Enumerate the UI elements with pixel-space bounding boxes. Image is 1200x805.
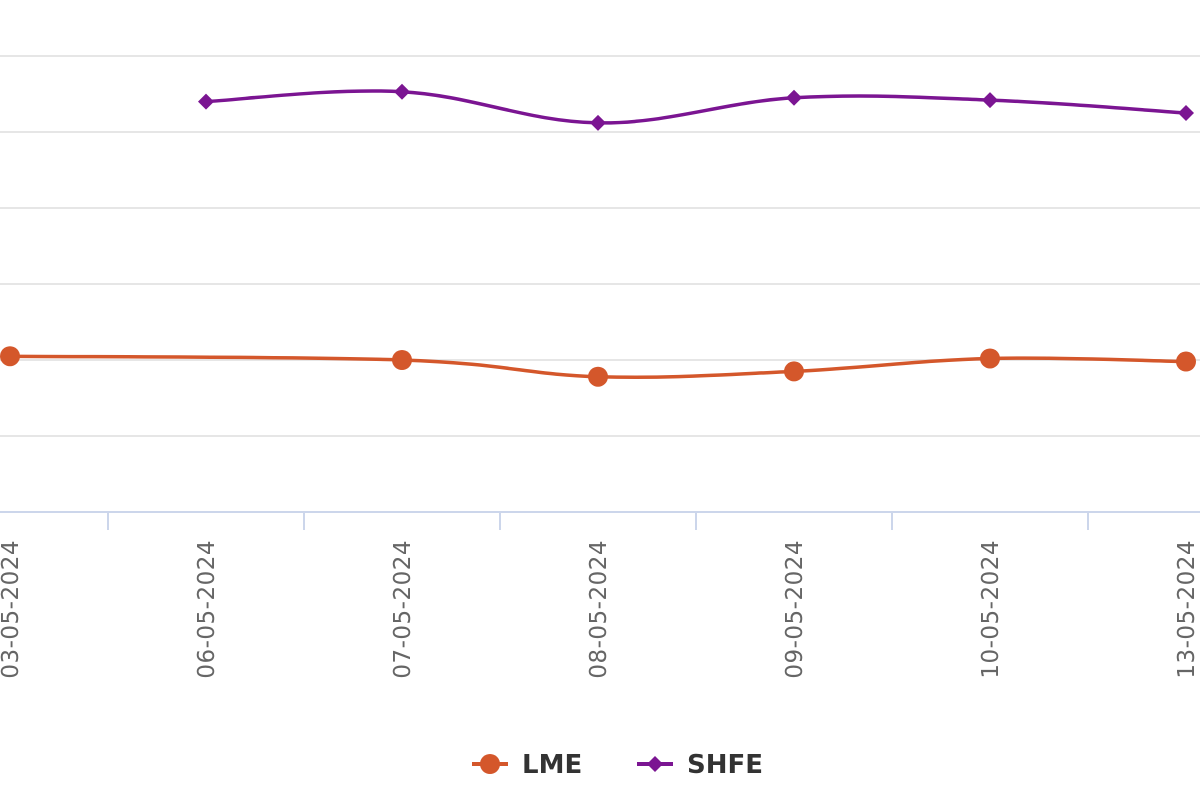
x-tick-label: 13-05-2024	[1174, 540, 1200, 679]
x-tick-label: 03-05-2024	[0, 540, 24, 679]
series-lme	[0, 346, 1196, 387]
series-lme-point[interactable]	[784, 361, 804, 382]
series-lme-point[interactable]	[392, 350, 412, 370]
series-shfe-point[interactable]	[1178, 105, 1194, 121]
x-tick-label: 07-05-2024	[390, 540, 416, 679]
legend-lme-label: LME	[522, 750, 582, 780]
series-lme-point[interactable]	[588, 366, 608, 387]
series-shfe-point[interactable]	[590, 114, 606, 131]
series-layer	[0, 83, 1196, 387]
legend-shfe-symbol	[647, 756, 663, 772]
grid-layer	[0, 55, 1200, 437]
series-shfe	[198, 83, 1194, 131]
legend[interactable]: LME SHFE	[472, 750, 763, 780]
series-shfe-point[interactable]	[786, 89, 802, 106]
series-shfe-point[interactable]	[198, 93, 214, 110]
series-shfe-point[interactable]	[394, 83, 410, 100]
legend-item-lme[interactable]: LME	[472, 750, 582, 780]
series-lme-point[interactable]	[980, 348, 1000, 369]
legend-lme-symbol	[480, 754, 500, 774]
series-lme-point[interactable]	[0, 346, 20, 367]
x-tick-label: 06-05-2024	[194, 540, 220, 679]
x-tick-label: 09-05-2024	[782, 540, 808, 679]
legend-item-shfe[interactable]: SHFE	[637, 750, 763, 780]
x-axis: 03-05-2024 06-05-2024 07-05-2024 08-05-2024…	[0, 511, 1200, 679]
series-lme-line	[9, 354, 1187, 380]
series-lme-point[interactable]	[1176, 351, 1196, 372]
series-shfe-point[interactable]	[982, 92, 998, 109]
series-shfe-line	[205, 89, 1187, 125]
x-tick-label: 08-05-2024	[586, 540, 612, 679]
x-tick-label: 10-05-2024	[978, 540, 1004, 679]
legend-shfe-label: SHFE	[687, 750, 763, 780]
